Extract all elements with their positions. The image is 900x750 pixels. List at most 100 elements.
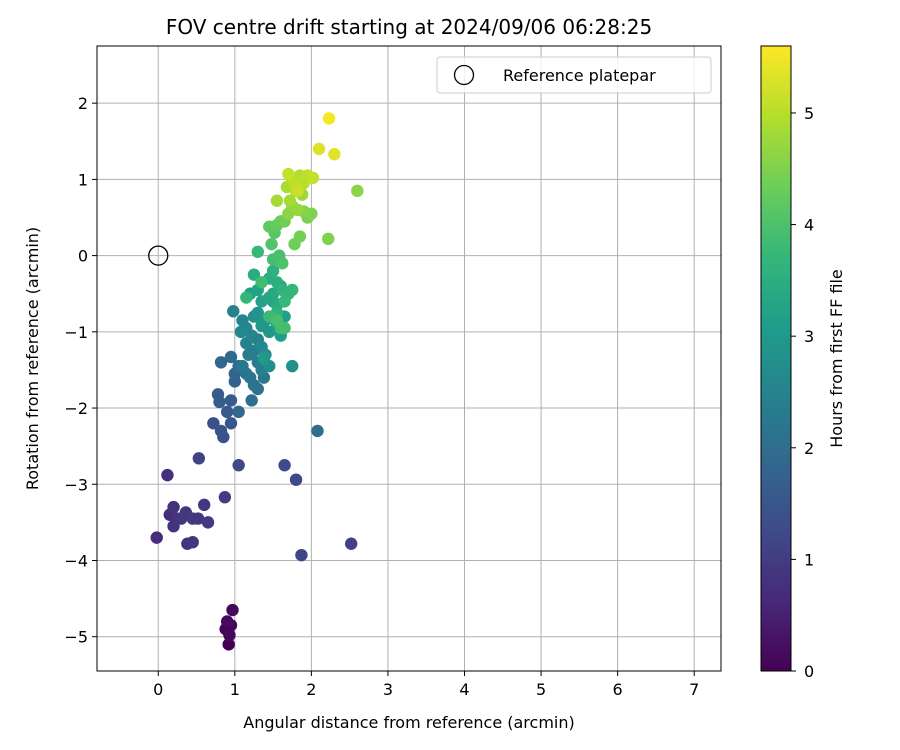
data-point bbox=[197, 498, 211, 512]
x-tick-label: 6 bbox=[613, 680, 623, 699]
data-point bbox=[265, 237, 278, 251]
legend: Reference platepar bbox=[436, 56, 712, 94]
data-point bbox=[201, 516, 215, 529]
x-tick-label: 3 bbox=[383, 680, 393, 699]
data-point bbox=[218, 491, 232, 504]
data-point bbox=[286, 283, 299, 297]
colorbar-gradient bbox=[760, 45, 792, 672]
data-point bbox=[191, 512, 205, 525]
reference-marker bbox=[148, 245, 169, 266]
data-point bbox=[257, 352, 271, 365]
data-point bbox=[312, 142, 326, 156]
data-point bbox=[291, 203, 304, 217]
data-point bbox=[150, 531, 163, 544]
x-tick-label: 0 bbox=[153, 680, 163, 699]
data-point bbox=[223, 628, 236, 642]
data-point bbox=[213, 395, 226, 409]
data-point bbox=[167, 519, 180, 533]
chart-title: FOV centre drift starting at 2024/09/06 … bbox=[166, 15, 652, 39]
data-point bbox=[344, 537, 358, 550]
data-point bbox=[236, 359, 249, 373]
y-tick-label: −3 bbox=[64, 475, 88, 494]
data-point bbox=[322, 232, 335, 246]
y-tick-label: 0 bbox=[78, 247, 88, 266]
plot-frame bbox=[96, 45, 722, 672]
data-point bbox=[328, 148, 341, 161]
data-point bbox=[322, 112, 336, 125]
x-tick-label: 1 bbox=[230, 680, 240, 699]
data-point bbox=[276, 257, 289, 270]
data-point bbox=[295, 548, 308, 562]
y-tick-label: 1 bbox=[78, 170, 88, 189]
legend-open-circle-icon bbox=[453, 64, 475, 86]
data-point bbox=[161, 468, 174, 482]
data-point bbox=[263, 325, 276, 339]
reference-marker-group bbox=[148, 245, 169, 266]
data-point bbox=[270, 314, 284, 327]
data-point bbox=[286, 359, 299, 373]
x-tick-label: 2 bbox=[306, 680, 316, 699]
data-point bbox=[234, 325, 248, 339]
data-point bbox=[214, 356, 228, 369]
colorbar-tick-label: 1 bbox=[804, 550, 814, 569]
data-point bbox=[270, 194, 284, 207]
data-point bbox=[255, 276, 268, 289]
data-point bbox=[226, 603, 239, 617]
data-point bbox=[291, 184, 304, 198]
data-point bbox=[227, 305, 240, 318]
data-point bbox=[282, 167, 295, 181]
data-point bbox=[240, 291, 253, 304]
y-tick-label: −1 bbox=[64, 323, 88, 342]
data-point bbox=[232, 405, 245, 419]
y-tick-label: −5 bbox=[64, 628, 88, 647]
grid bbox=[97, 46, 721, 671]
data-point bbox=[278, 295, 291, 308]
colorbar-tick-label: 4 bbox=[804, 216, 814, 235]
data-point bbox=[207, 417, 220, 430]
data-point bbox=[220, 405, 234, 419]
colorbar-tick-label: 2 bbox=[804, 439, 814, 458]
data-point bbox=[278, 459, 291, 472]
colorbar-tick-label: 3 bbox=[804, 327, 814, 346]
colorbar-tick-label: 5 bbox=[804, 104, 814, 123]
data-point bbox=[351, 184, 364, 198]
x-tick-label: 4 bbox=[459, 680, 469, 699]
x-tick-label: 5 bbox=[536, 680, 546, 699]
data-point bbox=[293, 230, 307, 243]
colorbar-tick-label: 0 bbox=[804, 662, 814, 681]
y-tick-label: −2 bbox=[64, 399, 88, 418]
x-axis-label: Angular distance from reference (arcmin) bbox=[243, 713, 574, 732]
data-point bbox=[224, 350, 238, 364]
colorbar-label: Hours from first FF file bbox=[827, 269, 846, 448]
y-axis-ticks: −5 −4 −3 −2 −1 0 1 2 bbox=[64, 94, 97, 647]
data-point bbox=[222, 638, 235, 651]
x-axis-ticks: 0 1 2 3 4 5 6 7 bbox=[153, 671, 699, 699]
data-point bbox=[217, 430, 230, 444]
data-point bbox=[251, 245, 264, 258]
data-point bbox=[251, 382, 264, 396]
data-point bbox=[224, 417, 238, 430]
data-point bbox=[186, 535, 199, 549]
data-point bbox=[247, 268, 261, 281]
data-point bbox=[224, 394, 238, 407]
data-point bbox=[192, 452, 206, 465]
y-tick-label: −4 bbox=[64, 551, 88, 570]
legend-entry-label: Reference platepar bbox=[503, 66, 656, 85]
x-tick-label: 7 bbox=[689, 680, 699, 699]
legend-box bbox=[436, 56, 712, 94]
data-point bbox=[220, 615, 234, 628]
data-point bbox=[167, 500, 180, 514]
data-point bbox=[283, 194, 297, 207]
data-point bbox=[266, 264, 280, 278]
data-point bbox=[289, 473, 303, 486]
data-point bbox=[311, 424, 324, 438]
data-point bbox=[232, 459, 245, 472]
y-tick-label: 2 bbox=[78, 94, 88, 113]
data-point bbox=[278, 321, 291, 335]
colorbar-ticks: 0 1 2 3 4 5 bbox=[791, 104, 814, 681]
data-point bbox=[251, 306, 264, 319]
y-axis-label: Rotation from reference (arcmin) bbox=[23, 227, 42, 490]
data-point bbox=[245, 394, 258, 407]
data-point bbox=[306, 171, 320, 185]
